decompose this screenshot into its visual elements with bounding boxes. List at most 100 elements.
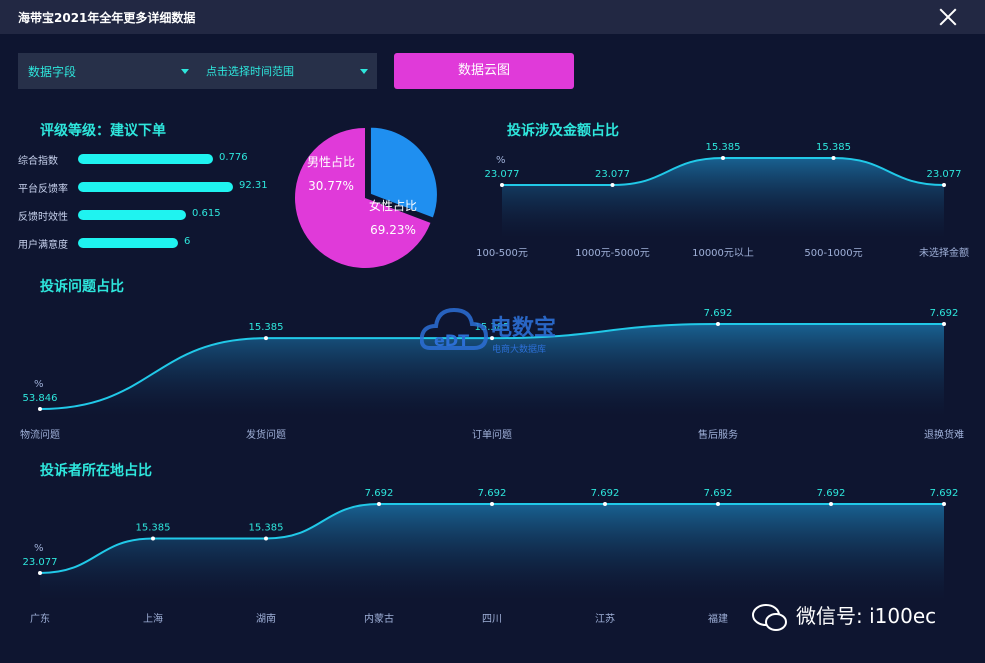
chevron-down-icon[interactable]	[360, 69, 368, 74]
issue-chart-title: 投诉问题占比	[40, 279, 124, 295]
category-label: 发货问题	[246, 428, 286, 441]
rating-value: 6	[184, 236, 191, 247]
rating-bar	[78, 154, 213, 164]
data-point	[377, 502, 381, 506]
data-label: 15.385	[249, 322, 284, 333]
category-label: 上海	[143, 612, 163, 625]
pie-slice-female	[295, 128, 431, 268]
data-label: 15.385	[475, 322, 510, 333]
rating-label: 用户满意度	[18, 240, 68, 251]
category-label: 四川	[482, 614, 502, 625]
data-point	[38, 571, 42, 575]
data-point	[610, 183, 615, 187]
rating-value: 0.615	[192, 208, 221, 219]
data-label: 23.077	[23, 557, 58, 568]
area-fill	[502, 158, 944, 238]
category-label: 10000元以上	[692, 247, 754, 259]
rating-title: 评级等级：建议下单	[40, 123, 166, 139]
data-label: 7.692	[704, 308, 733, 319]
edt-logo: eDT 电数宝 电商大数据库	[419, 300, 570, 360]
wechat-id: 微信号: i100ec	[796, 604, 937, 628]
rating-value: 92.31	[239, 180, 268, 191]
category-label: 未选择金额	[919, 246, 969, 259]
data-label: 15.385	[249, 523, 284, 534]
category-label: 订单问题	[472, 428, 512, 441]
data-label: 7.692	[591, 488, 620, 499]
data-point	[716, 322, 720, 326]
gender-pie-chart: 男性占比 30.77% 女性占比 69.23%	[295, 125, 439, 268]
pie-label-female: 女性占比	[369, 198, 417, 213]
data-label: 15.385	[706, 142, 741, 153]
pie-value-male: 30.77%	[308, 179, 354, 193]
pie-value-female: 69.23%	[370, 223, 416, 237]
data-label: 23.077	[927, 169, 962, 180]
cloud-logo-icon: eDT	[419, 307, 489, 350]
category-label: 1000元-5000元	[575, 248, 650, 259]
data-point	[490, 502, 494, 506]
chevron-down-icon[interactable]	[181, 69, 189, 74]
data-label: 23.077	[485, 169, 520, 180]
data-cloud-button[interactable]: 数据云图	[394, 53, 574, 89]
window-title: 海带宝2021年全年更多详细数据	[18, 11, 196, 25]
data-label: 7.692	[817, 488, 846, 499]
category-label: 物流问题	[20, 428, 60, 441]
category-label: 100-500元	[476, 248, 528, 259]
unit-label: %	[34, 543, 44, 554]
unit-label: %	[34, 379, 44, 390]
location-chart-title: 投诉者所在地占比	[40, 463, 152, 479]
rating-label: 反馈时效性	[18, 212, 68, 223]
rating-value: 0.776	[219, 152, 248, 163]
data-label: 7.692	[704, 488, 733, 499]
rating-label: 综合指数	[18, 156, 58, 167]
data-point	[942, 322, 946, 326]
time-range-select[interactable]: 点击选择时间范围	[206, 65, 294, 78]
series-line	[39, 502, 944, 574]
category-label: 500-1000元	[804, 248, 862, 259]
category-label: 广东	[30, 612, 50, 625]
data-point	[829, 502, 833, 506]
title-bar: 海带宝2021年全年更多详细数据	[0, 0, 985, 34]
data-label: 7.692	[930, 308, 959, 319]
data-point	[603, 502, 607, 506]
rating-bar	[78, 210, 186, 220]
data-point	[831, 156, 836, 160]
filter-bar: 数据字段 点击选择时间范围	[18, 53, 377, 89]
data-point	[264, 536, 268, 541]
rating-bar	[78, 238, 178, 248]
rating-label: 平台反馈率	[18, 184, 68, 195]
data-label: 7.692	[478, 488, 507, 499]
logo-subtitle: 电商大数据库	[492, 345, 547, 355]
category-label: 福建	[708, 612, 728, 625]
data-label: 53.846	[23, 393, 58, 404]
pie-slice-male	[368, 125, 439, 220]
data-point	[942, 183, 946, 187]
data-label: 23.077	[595, 169, 630, 180]
category-label: 江苏	[595, 612, 615, 625]
data-label: 15.385	[136, 523, 171, 534]
data-label: 7.692	[365, 488, 394, 499]
data-point	[38, 407, 42, 411]
area-fill	[40, 504, 944, 600]
data-point	[500, 183, 504, 187]
wechat-icon	[752, 604, 788, 632]
data-label: 7.692	[930, 488, 959, 499]
data-point	[942, 502, 946, 506]
svg-text:eDT: eDT	[434, 331, 469, 350]
data-point	[490, 336, 494, 341]
data-point	[721, 156, 725, 160]
logo-text: 电数宝	[490, 316, 557, 341]
category-label: 湖南	[256, 612, 276, 625]
pie-label-male: 男性占比	[307, 154, 355, 169]
area-fill	[40, 324, 944, 416]
category-label: 售后服务	[698, 428, 738, 441]
category-label: 内蒙古	[364, 612, 394, 625]
rating-bar	[78, 182, 233, 192]
data-point	[151, 536, 155, 541]
data-label: 15.385	[816, 142, 851, 153]
data-point	[264, 336, 268, 341]
field-select[interactable]: 数据字段	[28, 65, 77, 79]
data-point	[716, 502, 720, 506]
amount-chart-title: 投诉涉及金额占比	[507, 123, 619, 139]
unit-label: %	[496, 155, 506, 166]
